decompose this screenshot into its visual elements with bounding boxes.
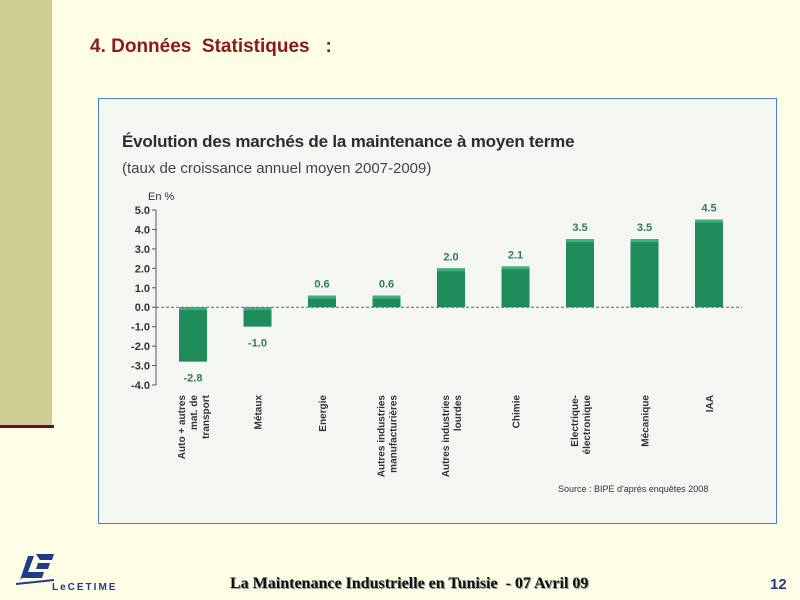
chart-title: Évolution des marchés de la maintenance … [122,132,575,151]
y-tick-label: 5.0 [135,205,150,217]
chart-subtitle: (taux de croissance annuel moyen 2007-20… [122,160,432,177]
y-tick-label: -2.0 [131,341,150,353]
bar-highlight [630,239,659,243]
y-tick-label: 4.0 [135,224,150,236]
x-category-label: Autres industrieslourdes [441,395,464,478]
bar [308,295,336,308]
x-category-label: Mécanique [641,395,652,447]
bar [372,295,401,308]
x-category-label: Métaux [254,395,265,430]
x-category-label: Autres industriesmanufacturières [377,395,400,478]
chart-source: Source : BIPE d'après enquêtes 2008 [558,484,709,494]
x-category-label: Electrique-électronique [570,395,593,455]
page-number: 12 [770,576,787,593]
bar [437,268,465,308]
data-label: 3.5 [572,222,587,234]
chart-frame [98,98,777,524]
data-label: 0.6 [379,279,394,291]
bar [630,239,659,308]
bar-highlight [437,268,465,272]
sidebar-divider [0,425,54,428]
slide-heading: 4. Données Statistiques : [90,36,332,57]
slide-sidebar [0,0,52,427]
data-label: 2.0 [443,251,458,263]
bar [566,239,594,308]
y-tick-label: 3.0 [135,244,150,256]
footer-title: La Maintenance Industrielle en Tunisie -… [230,575,589,592]
bar-highlight [501,266,530,270]
bar-highlight [695,219,723,223]
x-category-label: Auto + autresmat. detransport [177,394,212,459]
y-tick-label: -4.0 [131,380,150,392]
x-category-label: IAA [705,395,716,412]
data-label: 0.6 [314,279,329,291]
x-category-label: Chimie [512,395,523,429]
logo-text: LeCETIME [52,582,118,593]
x-category-label: Energie [318,395,329,432]
bar-highlight [179,307,207,311]
data-label: 3.5 [637,222,652,234]
data-label: -1.0 [248,338,267,350]
data-label: 4.5 [701,203,716,215]
bar-highlight [243,307,272,311]
data-label: 2.1 [508,249,523,261]
y-tick-label: 0.0 [135,302,150,314]
bar-highlight [308,295,336,299]
bar [695,219,723,308]
y-tick-label: 1.0 [135,283,150,295]
y-axis-label: En % [148,191,175,203]
bar-highlight [566,239,594,243]
bar [501,266,530,308]
cetime-logo-icon [14,550,58,591]
bar [243,307,272,327]
y-tick-label: -1.0 [131,322,150,334]
bar [179,307,207,362]
data-label: -2.8 [184,373,203,385]
y-tick-label: 2.0 [135,263,150,275]
y-tick-label: -3.0 [131,361,150,373]
bar-highlight [372,295,401,299]
